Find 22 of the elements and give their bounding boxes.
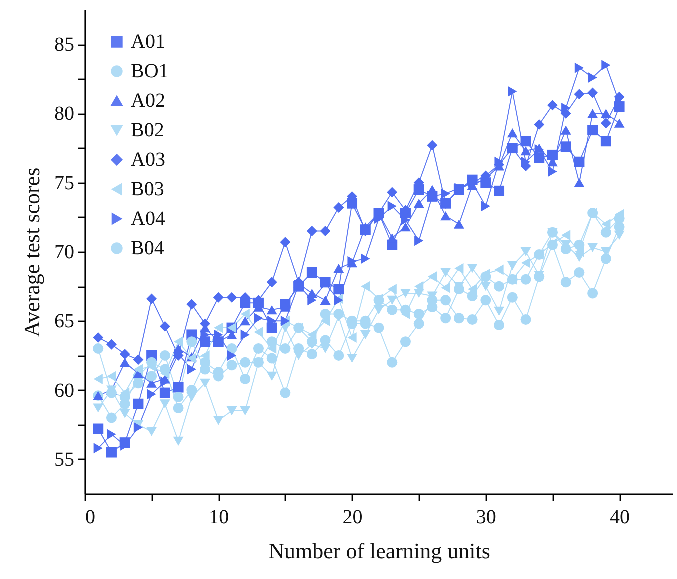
x-tick-label: 0 [86, 506, 96, 528]
legend-label: A04 [131, 208, 166, 230]
legend-label: A01 [131, 31, 166, 53]
legend-label: B04 [131, 238, 164, 260]
legend-label: A02 [131, 90, 166, 112]
y-tick-label: 65 [54, 310, 74, 333]
y-tick-label: 60 [54, 380, 74, 402]
legend-label: B03 [131, 178, 164, 200]
x-tick-label: 40 [610, 506, 630, 528]
x-tick-label: 30 [476, 506, 496, 528]
x-axis-title: Number of learning units [268, 538, 490, 564]
legend-label: A03 [131, 149, 166, 171]
y-axis-title: Average test scores [20, 168, 44, 338]
y-tick-label: 85 [54, 34, 74, 56]
y-tick-label: 75 [54, 172, 74, 194]
y-tick-label: 80 [54, 103, 74, 126]
x-tick-label: 10 [209, 506, 230, 528]
y-tick-label: 70 [54, 242, 74, 264]
x-tick-label: 20 [342, 506, 363, 528]
legend-label: B02 [131, 120, 164, 142]
legend-label: BO1 [131, 60, 169, 82]
y-tick-label: 55 [54, 448, 74, 471]
